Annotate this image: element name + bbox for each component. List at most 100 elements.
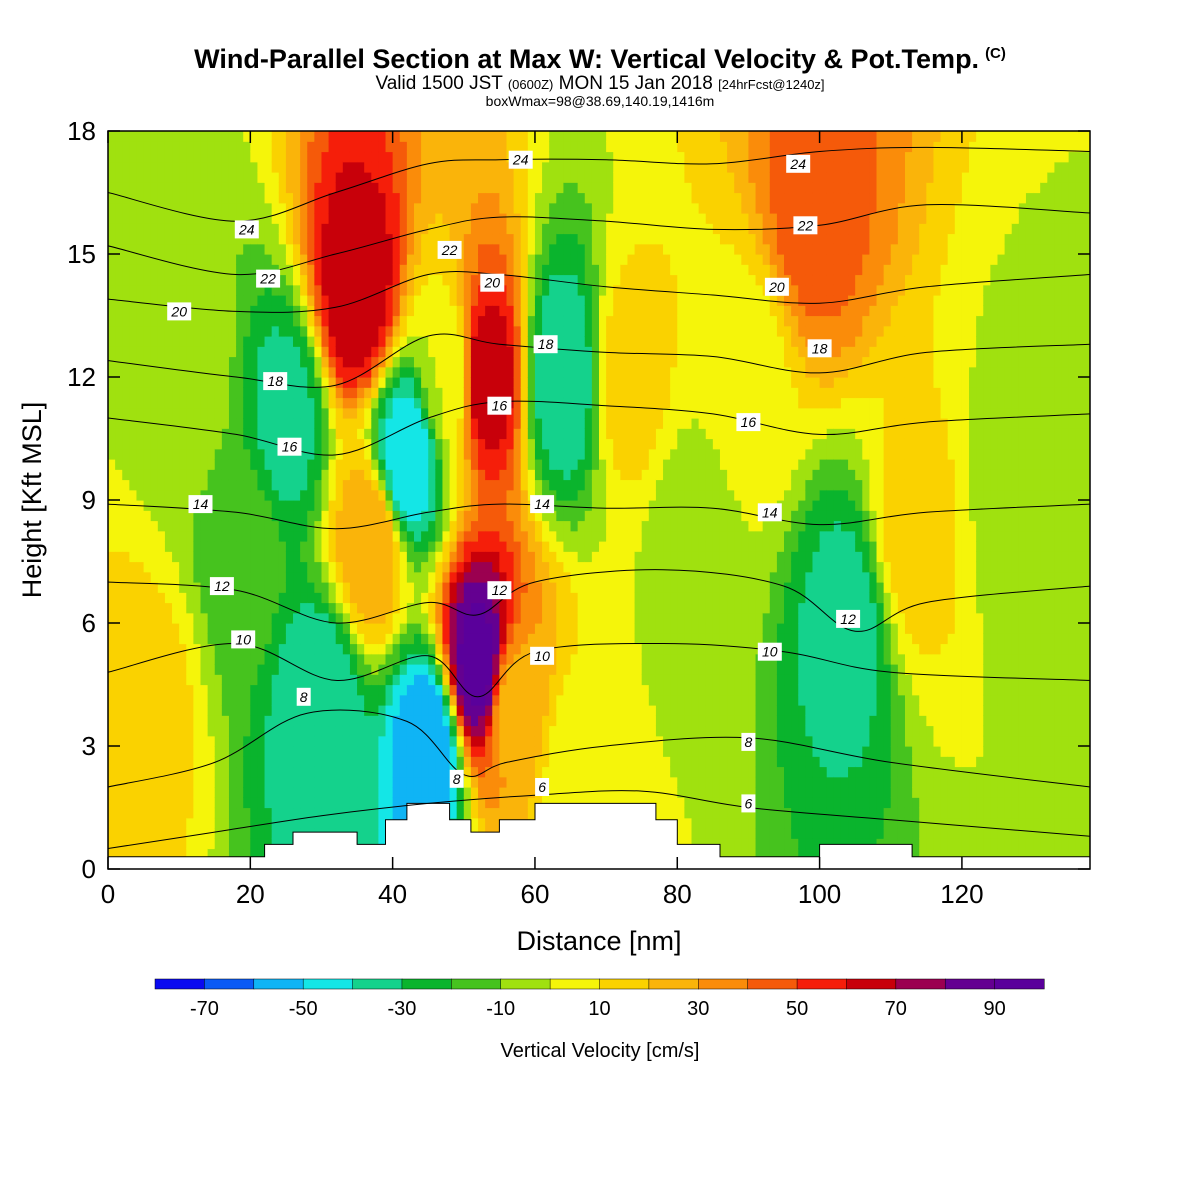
velocity-cell <box>328 633 337 645</box>
velocity-cell <box>421 428 429 440</box>
velocity-cell <box>186 694 194 706</box>
velocity-cell <box>378 223 387 235</box>
velocity-cell <box>534 571 543 583</box>
velocity-cell <box>549 366 557 378</box>
velocity-cell <box>314 459 323 470</box>
velocity-cell <box>157 623 166 634</box>
velocity-cell <box>349 223 358 235</box>
velocity-cell <box>364 438 372 450</box>
velocity-cell <box>271 387 280 399</box>
velocity-cell <box>164 284 173 296</box>
velocity-cell <box>278 694 287 706</box>
velocity-cell <box>385 582 394 593</box>
velocity-cell <box>406 592 415 604</box>
velocity-cell <box>392 315 401 327</box>
velocity-cell <box>485 459 493 470</box>
velocity-cell <box>136 643 145 655</box>
velocity-cell <box>115 828 123 839</box>
velocity-cell <box>563 254 572 265</box>
velocity-cell <box>570 305 579 317</box>
velocity-cell <box>378 715 387 727</box>
velocity-cell <box>115 776 123 788</box>
velocity-cell <box>499 172 508 183</box>
velocity-cell <box>257 807 266 819</box>
velocity-cell <box>570 592 579 604</box>
velocity-cell <box>428 192 436 204</box>
velocity-cell <box>520 479 529 491</box>
velocity-cell <box>157 653 166 665</box>
velocity-cell <box>150 315 159 327</box>
velocity-cell <box>115 315 123 327</box>
velocity-cell <box>129 520 138 532</box>
velocity-cell <box>278 520 287 532</box>
velocity-cell <box>563 602 572 614</box>
velocity-cell <box>321 592 330 604</box>
velocity-cell <box>520 182 529 194</box>
velocity-cell <box>250 448 259 460</box>
velocity-cell <box>172 182 180 194</box>
velocity-cell <box>122 664 130 675</box>
velocity-cell <box>428 274 436 286</box>
velocity-cell <box>285 838 294 850</box>
velocity-cell <box>357 254 365 265</box>
velocity-cell <box>506 664 515 675</box>
velocity-cell <box>556 243 565 255</box>
velocity-cell <box>307 725 315 737</box>
velocity-cell <box>591 715 600 727</box>
velocity-cell <box>193 776 202 788</box>
velocity-cell <box>492 448 500 460</box>
velocity-cell <box>328 684 337 696</box>
velocity-cell <box>150 346 159 358</box>
velocity-cell <box>228 223 237 235</box>
velocity-cell <box>428 500 436 511</box>
velocity-cell <box>520 418 529 429</box>
velocity-cell <box>186 397 194 409</box>
velocity-cell <box>392 766 401 778</box>
velocity-cell <box>278 776 287 788</box>
velocity-cell <box>228 305 237 317</box>
velocity-cell <box>186 407 194 419</box>
velocity-cell <box>172 838 180 850</box>
velocity-cell <box>285 623 294 634</box>
velocity-cell <box>293 500 301 511</box>
velocity-cell <box>556 756 565 768</box>
velocity-cell <box>392 223 401 235</box>
velocity-cell <box>150 817 159 829</box>
velocity-cell <box>492 346 500 358</box>
velocity-cell <box>506 571 515 583</box>
velocity-cell <box>378 479 387 491</box>
velocity-cell <box>342 500 351 511</box>
velocity-cell <box>300 182 308 194</box>
velocity-cell <box>371 582 380 593</box>
velocity-cell <box>150 254 159 265</box>
velocity-cell <box>172 541 180 552</box>
velocity-cell <box>228 756 237 768</box>
velocity-cell <box>293 756 301 768</box>
velocity-cell <box>442 325 451 337</box>
velocity-cell <box>378 520 387 532</box>
velocity-cell <box>264 776 273 788</box>
velocity-cell <box>300 243 308 255</box>
velocity-cell <box>470 551 479 563</box>
velocity-cell <box>357 141 365 153</box>
velocity-cell <box>506 766 515 778</box>
velocity-cell <box>221 233 230 245</box>
velocity-cell <box>442 172 451 183</box>
velocity-cell <box>136 623 145 634</box>
velocity-cell <box>421 192 429 204</box>
velocity-cell <box>307 202 315 214</box>
velocity-cell <box>278 131 287 142</box>
velocity-cell <box>449 735 458 747</box>
velocity-cell <box>456 797 465 809</box>
velocity-cell <box>542 735 550 747</box>
velocity-cell <box>520 633 529 645</box>
velocity-cell <box>435 643 444 655</box>
velocity-cell <box>349 479 358 491</box>
velocity-cell <box>172 202 180 214</box>
velocity-cell <box>499 766 508 778</box>
velocity-cell <box>421 295 429 306</box>
velocity-cell <box>478 653 486 665</box>
velocity-cell <box>307 643 315 655</box>
velocity-cell <box>293 418 301 429</box>
velocity-cell <box>186 684 194 696</box>
